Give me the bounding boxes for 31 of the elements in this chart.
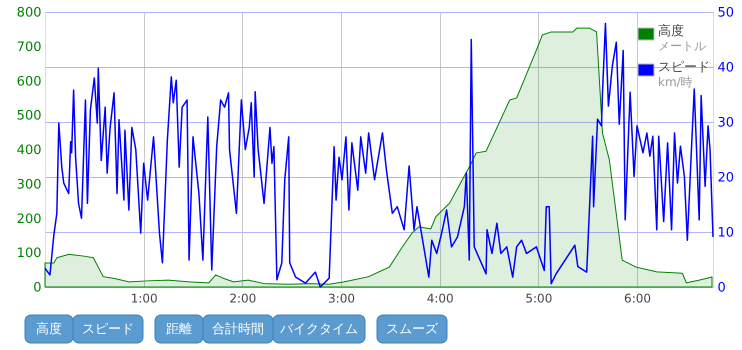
y-tick-label: 800 bbox=[16, 6, 42, 20]
text: 距離 bbox=[166, 322, 192, 337]
text: スピード bbox=[82, 322, 134, 337]
y-tick-label: 200 bbox=[16, 212, 42, 227]
x-tick-label: 1:00 bbox=[130, 292, 158, 306]
text: バイクタイム bbox=[279, 322, 358, 337]
y2-tick-label: 20 bbox=[718, 170, 734, 186]
y-tick-label: 700 bbox=[16, 40, 42, 55]
legend-label: スピード bbox=[658, 60, 710, 75]
x-tick-label: 6:00 bbox=[624, 292, 651, 306]
x-tick-label: 5:00 bbox=[525, 292, 552, 306]
y-tick-label: 400 bbox=[16, 143, 42, 158]
y-tick-label: 300 bbox=[16, 177, 42, 192]
y2-tick-label: 0 bbox=[718, 280, 726, 296]
text: スムーズ bbox=[386, 322, 439, 337]
y-tick-label: 0 bbox=[33, 280, 42, 296]
x-tick-label: 2:00 bbox=[229, 292, 256, 306]
text: 高度 bbox=[36, 321, 62, 337]
legend-label: 高度 bbox=[658, 23, 684, 39]
y-tick-label: 600 bbox=[16, 74, 42, 90]
y2-tick-label: 10 bbox=[718, 226, 734, 240]
y-tick-label: 500 bbox=[16, 108, 42, 124]
y2-tick-label: 30 bbox=[718, 116, 734, 130]
x-tick-label: 3:00 bbox=[328, 292, 355, 306]
y2-tick-label: 50 bbox=[718, 6, 734, 20]
y2-tick-label: 40 bbox=[718, 60, 734, 76]
annotation: km/時 bbox=[658, 75, 693, 89]
x-tick-label: 4:00 bbox=[426, 292, 454, 306]
y-tick-label: 100 bbox=[16, 246, 42, 262]
annotation: メートル bbox=[658, 39, 706, 53]
text: 合計時間 bbox=[212, 322, 264, 337]
